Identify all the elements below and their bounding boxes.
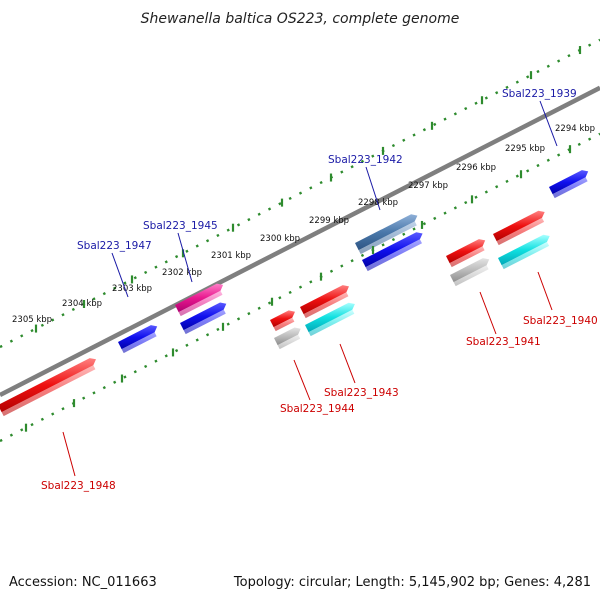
lower-ruler-track (0, 132, 600, 443)
gene-leader-line (339, 343, 356, 384)
gene-feature-gray[interactable] (450, 258, 490, 287)
backbone-line (0, 85, 600, 398)
gene-feature-red[interactable] (270, 310, 295, 332)
gene-label[interactable]: Sbal223_1947 (77, 240, 152, 252)
tick-label: 2302 kbp (162, 268, 202, 278)
gene-label[interactable]: Sbal223_1943 (324, 387, 399, 399)
ruler-group (0, 38, 600, 443)
gene-feature-gray[interactable] (274, 327, 301, 350)
accession-text: Accession: NC_011663 (9, 575, 157, 590)
tick-label: 2295 kbp (505, 144, 545, 154)
gene-feature-magenta[interactable] (175, 283, 224, 317)
tick-label: 2300 kbp (260, 234, 300, 244)
tick-label: 2296 kbp (456, 163, 496, 173)
gene-leader-line (62, 431, 76, 477)
gene-feature-blue[interactable] (549, 170, 589, 199)
tick-label: 2299 kbp (309, 216, 349, 226)
gene-label[interactable]: Sbal223_1945 (143, 220, 218, 232)
gene-leader-line (293, 359, 311, 401)
genome-summary-text: Topology: circular; Length: 5,145,902 bp… (233, 575, 591, 590)
gene-feature-blue[interactable] (118, 325, 158, 354)
gene-feature-steelblue[interactable] (355, 214, 418, 255)
gene-feature-red[interactable] (493, 210, 545, 246)
gene-feature-red[interactable] (300, 285, 349, 319)
tick-label: 2294 kbp (555, 124, 595, 134)
gene-feature-blue[interactable] (180, 302, 227, 335)
tick-label: 2304 kbp (62, 299, 102, 309)
gene-leader-line (365, 166, 381, 211)
gene-feature-red[interactable] (446, 239, 486, 268)
genome-backbone (0, 85, 600, 398)
gene-label[interactable]: Sbal223_1942 (328, 154, 403, 166)
upper-ruler-track (0, 38, 600, 349)
gene-label[interactable]: Sbal223_1944 (280, 403, 355, 415)
map-title: Shewanella baltica OS223, complete genom… (141, 11, 460, 27)
gene-feature-blue[interactable] (362, 232, 423, 272)
gene-leader-line (111, 252, 129, 298)
gene-leader-line (537, 271, 553, 311)
tick-label: 2301 kbp (211, 251, 251, 261)
gene-feature-red[interactable] (0, 358, 96, 417)
gene-label[interactable]: Sbal223_1940 (523, 315, 598, 327)
gene-feature-cyan[interactable] (498, 234, 550, 270)
tick-label: 2305 kbp (12, 315, 52, 325)
gene-leader-line (177, 232, 193, 283)
tick-label: 2303 kbp (112, 284, 152, 294)
gene-label[interactable]: Sbal223_1948 (41, 480, 116, 492)
gene-feature-cyan[interactable] (305, 302, 355, 337)
gene-label[interactable]: Sbal223_1939 (502, 88, 577, 100)
feature-group (0, 170, 589, 417)
tick-label: 2297 kbp (408, 181, 448, 191)
gene-leader-line (479, 291, 497, 335)
gene-leader-line (539, 100, 558, 147)
gene-label[interactable]: Sbal223_1941 (466, 336, 541, 348)
